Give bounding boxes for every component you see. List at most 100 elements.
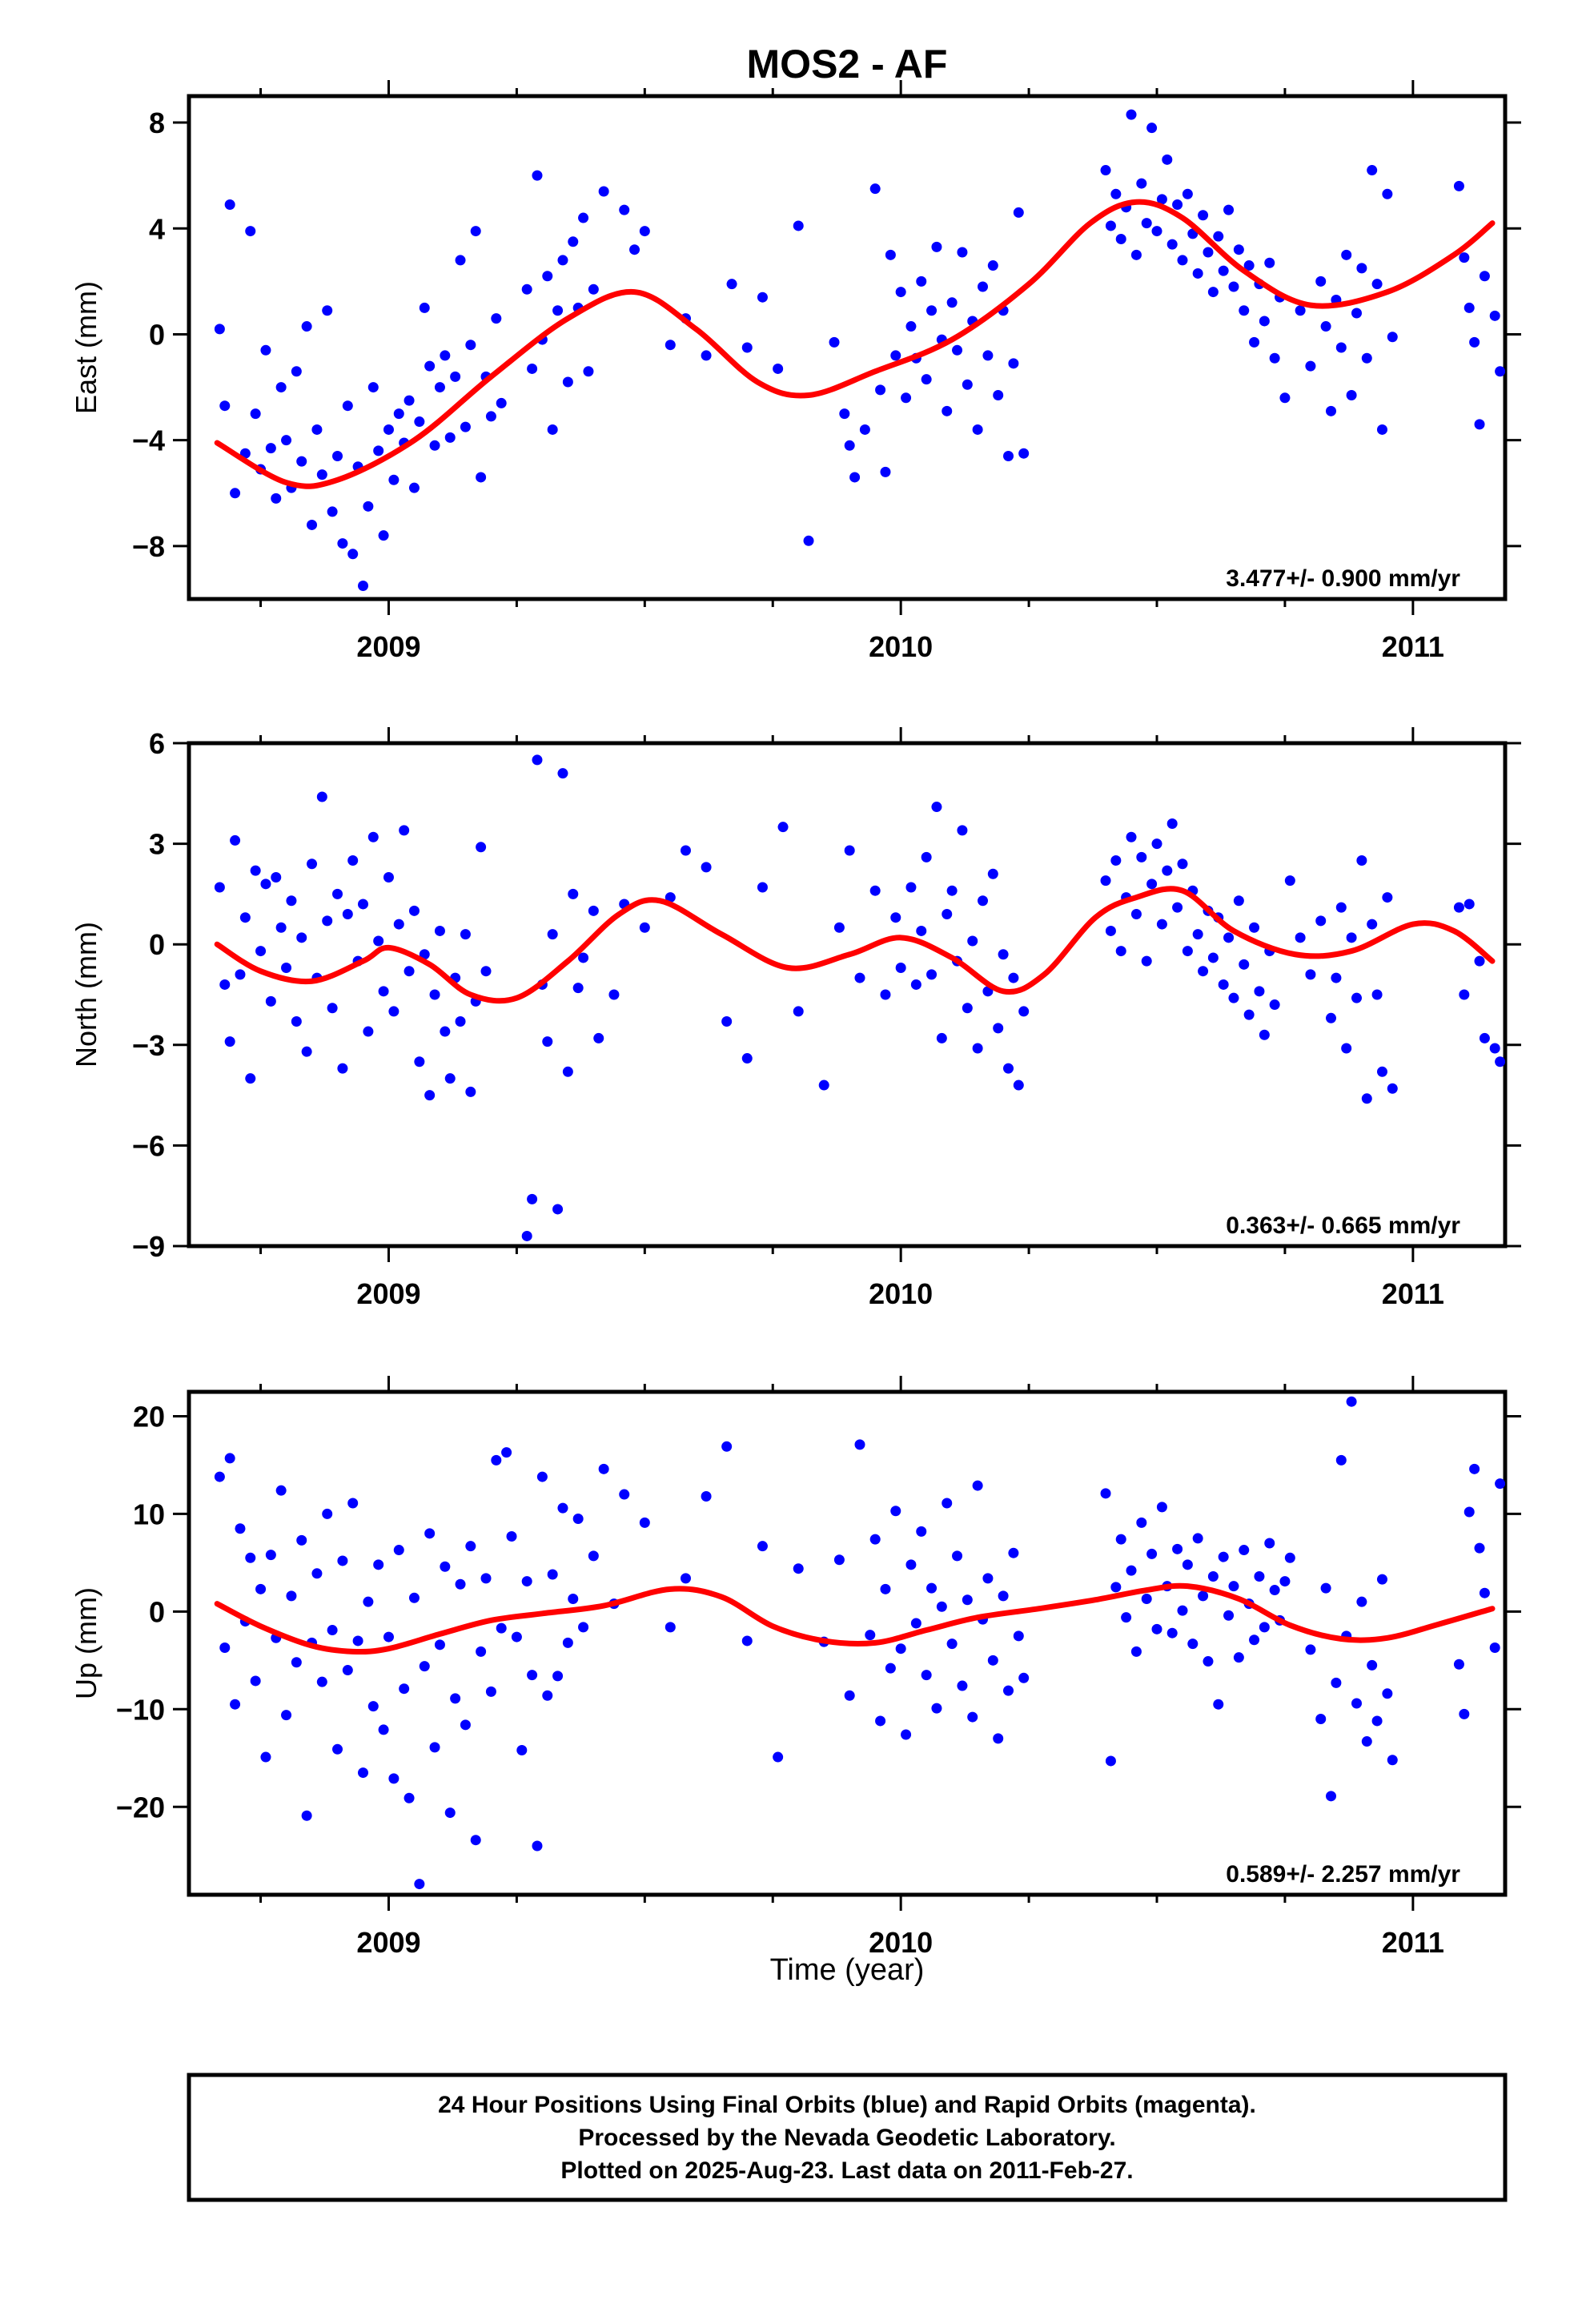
up-data-point [578, 1622, 589, 1633]
up-data-point [793, 1563, 804, 1574]
east-data-point [532, 170, 543, 181]
up-data-point [455, 1578, 466, 1590]
up-data-point [942, 1498, 953, 1509]
east-data-point [230, 488, 241, 499]
north-data-point [1331, 972, 1342, 983]
up-data-point [1305, 1644, 1316, 1655]
east-data-point [957, 247, 968, 258]
up-data-point [1382, 1688, 1393, 1699]
north-data-point [296, 932, 307, 943]
up-data-point [1264, 1538, 1275, 1549]
north-data-point [230, 834, 241, 846]
north-data-point [1254, 986, 1265, 997]
east-data-point [224, 199, 235, 211]
east-data-point [470, 226, 481, 237]
north-data-point [1136, 851, 1147, 862]
up-data-point [773, 1751, 784, 1763]
north-data-point [901, 731, 911, 742]
up-data-point [414, 1879, 425, 1890]
up-data-point [388, 1773, 400, 1784]
north-data-point [434, 925, 445, 936]
north-x-tick-label: 2011 [1382, 1277, 1444, 1310]
chart-title: MOS2 - AF [747, 42, 948, 86]
east-data-point [982, 350, 994, 361]
up-data-point [1464, 1506, 1475, 1518]
up-data-point [1489, 1642, 1500, 1653]
up-data-point [757, 1541, 768, 1552]
east-data-point [408, 482, 420, 493]
up-data-point [404, 1792, 415, 1803]
north-data-point [910, 979, 921, 990]
east-data-point [1146, 123, 1158, 134]
north-plot-frame [187, 741, 1508, 1248]
north-y-tick-label: −9 [132, 1230, 165, 1263]
east-data-point [1105, 220, 1116, 231]
east-data-point [250, 408, 261, 420]
east-data-point [1469, 336, 1480, 348]
east-data-point [619, 204, 630, 215]
east-data-point [901, 392, 912, 404]
east-data-point [1228, 281, 1239, 292]
north-data-point [347, 855, 359, 866]
east-data-point [978, 281, 989, 292]
east-y-tick-label: −8 [132, 530, 165, 563]
north-data-point [701, 862, 712, 873]
up-data-point [998, 1590, 1009, 1602]
north-data-point [1479, 1032, 1490, 1043]
up-data-point [562, 1637, 573, 1648]
east-data-point [1376, 424, 1387, 435]
north-y-tick-label: 6 [149, 727, 165, 760]
east-data-point [347, 549, 359, 560]
east-x-tick-label: 2011 [1382, 630, 1444, 663]
north-data-point [542, 1036, 553, 1047]
north-data-point [1233, 895, 1244, 907]
up-data-point [721, 1441, 733, 1452]
up-data-point [342, 1665, 353, 1676]
north-data-point [214, 882, 225, 893]
east-data-point [1387, 332, 1398, 343]
up-data-point [890, 1506, 901, 1517]
up-data-point [910, 1618, 921, 1629]
north-data-point [547, 929, 558, 940]
up-y-axis-label: Up (mm) [70, 1587, 102, 1699]
east-data-point [465, 340, 476, 351]
up-data-point [1172, 1543, 1183, 1554]
up-data-point [301, 1810, 312, 1821]
up-data-point [357, 1767, 368, 1779]
east-data-point [987, 260, 998, 271]
north-data-point [1018, 1006, 1030, 1017]
east-data-point [275, 382, 287, 393]
north-data-point [378, 986, 389, 997]
up-x-tick-label: 2010 [869, 1926, 933, 1959]
north-data-point [1192, 929, 1203, 940]
east-data-point [773, 363, 784, 374]
east-y-tick-label: −4 [132, 424, 165, 457]
north-data-point [665, 892, 676, 903]
up-data-point [429, 1742, 440, 1753]
north-data-point [957, 825, 968, 836]
east-data-point [260, 344, 271, 356]
north-data-point [942, 909, 953, 920]
up-data-point [547, 1569, 558, 1580]
east-data-point [1126, 109, 1137, 120]
north-data-point [562, 1066, 573, 1077]
east-data-point [701, 350, 712, 361]
north-data-point [998, 949, 1009, 960]
north-data-point [286, 895, 297, 907]
north-data-point [639, 922, 650, 933]
east-data-point [311, 424, 323, 435]
north-data-point [972, 1043, 983, 1054]
north-data-point [1259, 1029, 1270, 1040]
north-data-point [1130, 909, 1142, 920]
up-data-point [926, 1582, 938, 1594]
up-y-tick-label: 10 [133, 1498, 165, 1530]
north-data-point [1376, 1066, 1387, 1077]
up-data-point [419, 1661, 430, 1672]
up-data-point [854, 1439, 865, 1450]
east-data-point [1474, 419, 1485, 430]
up-data-point [1259, 1622, 1270, 1633]
north-data-point [1156, 919, 1167, 930]
east-data-point [1198, 210, 1209, 221]
north-data-point [275, 922, 287, 933]
x-axis-label: Time (year) [770, 1953, 925, 1987]
